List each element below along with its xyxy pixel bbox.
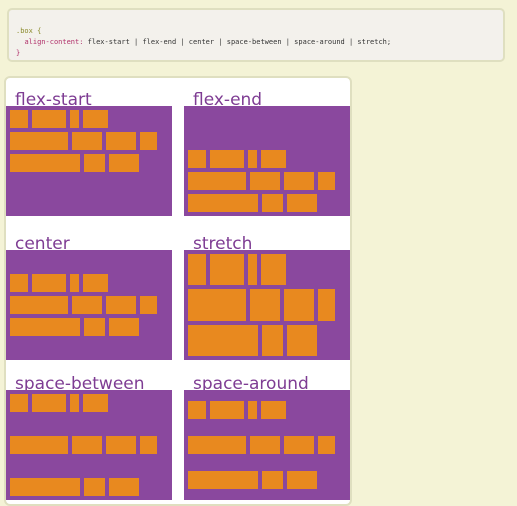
flex-item <box>140 436 157 454</box>
flex-item <box>106 436 136 454</box>
flex-item <box>262 471 283 490</box>
code-selector: .box { <box>16 27 42 35</box>
flex-item <box>262 324 283 356</box>
flex-item <box>83 394 108 412</box>
flex-item <box>188 194 258 212</box>
flex-item <box>109 478 139 496</box>
code-value: flex-start | flex-end | center | space-b… <box>83 38 392 46</box>
flex-item <box>318 289 335 321</box>
flex-container <box>184 106 350 216</box>
flex-container <box>6 106 172 216</box>
flex-item <box>10 154 80 172</box>
code-close-brace: } <box>16 49 21 57</box>
demo-space-around: space-around <box>184 362 350 500</box>
flex-item <box>318 435 335 454</box>
flex-item <box>32 274 66 292</box>
flex-item <box>284 172 314 190</box>
flex-item <box>262 194 283 212</box>
flex-item <box>10 318 80 336</box>
demo-space-between: space-between <box>6 362 172 500</box>
flex-item <box>70 274 79 292</box>
flex-item <box>318 172 335 190</box>
flex-item <box>10 394 28 412</box>
demo-center: center <box>6 222 172 360</box>
flex-item <box>210 150 244 168</box>
flex-item <box>261 400 286 419</box>
flex-item <box>106 132 136 150</box>
flex-item <box>210 400 244 419</box>
flex-item <box>250 435 280 454</box>
flex-item <box>188 150 206 168</box>
flex-item <box>188 289 246 321</box>
flex-item <box>188 471 258 490</box>
demo-title: flex-start <box>15 90 92 110</box>
flex-item <box>32 110 66 128</box>
flex-item <box>109 318 139 336</box>
flex-item <box>70 394 79 412</box>
flex-item <box>140 132 157 150</box>
flex-item <box>83 110 108 128</box>
demo-title: center <box>15 234 70 254</box>
demo-title: flex-end <box>193 90 263 110</box>
flex-item <box>261 150 286 168</box>
code-property: align-content: <box>24 38 84 46</box>
flex-item <box>248 254 257 286</box>
flex-item <box>210 254 244 286</box>
flex-item <box>109 154 139 172</box>
flex-item <box>248 400 257 419</box>
flex-item <box>70 110 79 128</box>
flex-item <box>140 296 157 314</box>
flex-item <box>72 296 102 314</box>
flex-item <box>284 289 314 321</box>
flex-item <box>284 435 314 454</box>
flex-item <box>10 478 80 496</box>
flex-item <box>188 324 258 356</box>
demo-flex-start: flex-start <box>6 78 172 216</box>
flex-item <box>32 394 66 412</box>
flex-item <box>261 254 286 286</box>
flex-container <box>6 250 172 360</box>
demo-title: space-around <box>193 374 309 394</box>
flex-item <box>84 478 105 496</box>
flex-item <box>84 318 105 336</box>
demo-title: space-between <box>15 374 145 394</box>
flex-item <box>106 296 136 314</box>
flex-item <box>10 296 68 314</box>
demo-title: stretch <box>193 234 253 254</box>
flex-item <box>72 436 102 454</box>
flex-item <box>10 274 28 292</box>
flex-item <box>10 110 28 128</box>
flex-item <box>10 436 68 454</box>
flex-item <box>188 435 246 454</box>
demo-flex-end: flex-end <box>184 78 350 216</box>
flex-container <box>184 390 350 500</box>
flex-item <box>188 254 206 286</box>
flex-container <box>6 390 172 500</box>
flex-item <box>248 150 257 168</box>
flex-item <box>188 172 246 190</box>
flex-item <box>84 154 105 172</box>
flex-item <box>83 274 108 292</box>
flex-item <box>188 400 206 419</box>
flex-item <box>287 194 317 212</box>
flex-item <box>250 172 280 190</box>
demo-panel: flex-start flex-end <box>4 76 352 506</box>
flex-item <box>250 289 280 321</box>
demo-stretch: stretch <box>184 222 350 360</box>
flex-item <box>10 132 68 150</box>
flex-item <box>72 132 102 150</box>
flex-item <box>287 471 317 490</box>
flex-container <box>184 250 350 360</box>
flex-item <box>287 324 317 356</box>
code-snippet: .box { align-content: flex-start | flex-… <box>7 8 505 62</box>
